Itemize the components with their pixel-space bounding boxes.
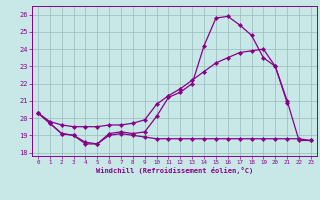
X-axis label: Windchill (Refroidissement éolien,°C): Windchill (Refroidissement éolien,°C) bbox=[96, 167, 253, 174]
